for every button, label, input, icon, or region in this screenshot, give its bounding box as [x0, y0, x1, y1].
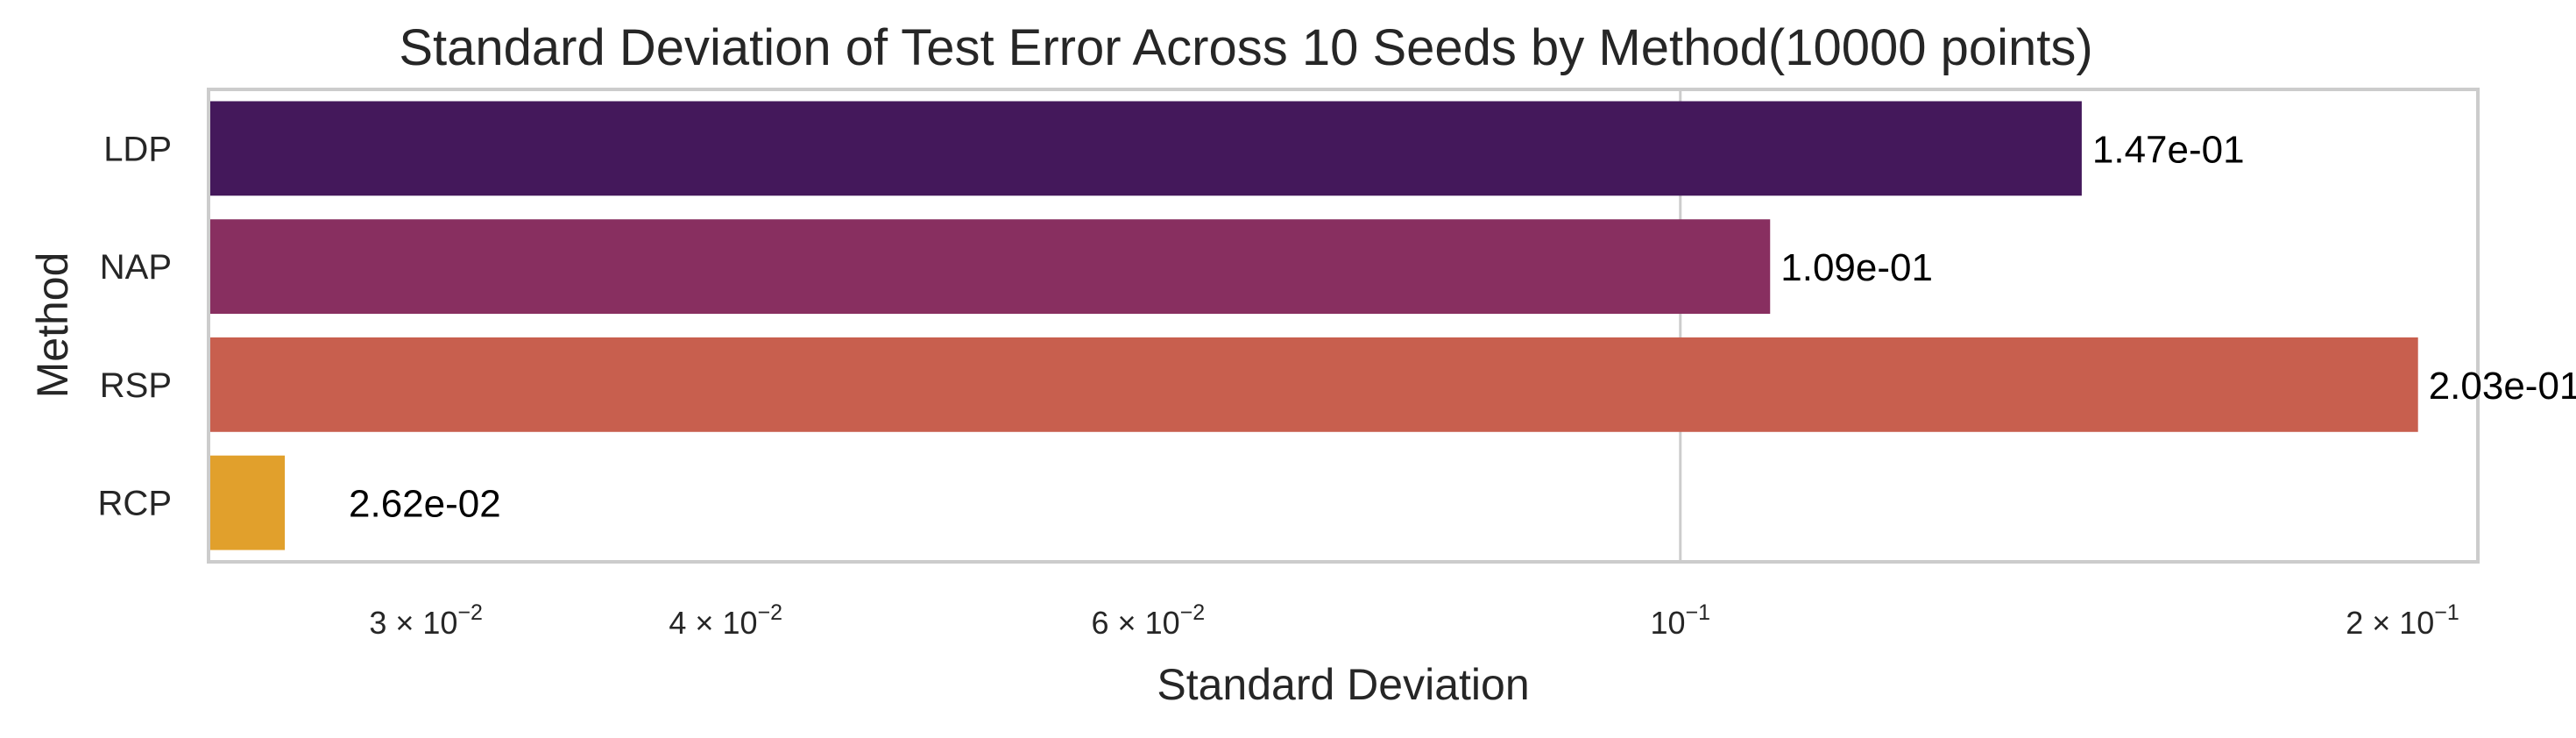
category-label: LDP — [103, 130, 172, 168]
bars-layer — [209, 101, 2418, 550]
x-axis-label: Standard Deviation — [1157, 660, 1529, 709]
bar — [209, 101, 2082, 196]
data-label: 2.03e-01 — [2429, 365, 2576, 408]
x-tick-label: 10−1 — [1650, 600, 1710, 641]
data-label: 1.09e-01 — [1780, 246, 1933, 289]
category-label: RSP — [100, 366, 172, 405]
chart-title: Standard Deviation of Test Error Across … — [399, 19, 2092, 76]
category-label: NAP — [100, 248, 172, 287]
bar — [209, 337, 2418, 432]
y-axis-label: Method — [28, 252, 77, 399]
x-tick-label: 4 × 10−2 — [669, 600, 782, 641]
data-label: 2.62e-02 — [349, 483, 501, 526]
data-label: 1.47e-01 — [2092, 128, 2245, 171]
x-tick-labels: 3 × 10−2 4 × 10−2 6 × 10−2 10−1 2 × 10−1 — [369, 600, 2459, 641]
category-labels: LDP NAP RSP RCP — [98, 130, 172, 522]
category-label: RCP — [98, 485, 172, 523]
bar — [209, 455, 286, 550]
x-tick-label: 6 × 10−2 — [1092, 600, 1206, 641]
plot-frame — [207, 88, 2480, 564]
data-labels: 1.47e-01 1.09e-01 2.03e-01 2.62e-02 — [349, 128, 2576, 525]
x-tick-label: 2 × 10−1 — [2346, 600, 2459, 641]
bar — [209, 219, 1771, 315]
x-tick-label: 3 × 10−2 — [369, 600, 483, 641]
